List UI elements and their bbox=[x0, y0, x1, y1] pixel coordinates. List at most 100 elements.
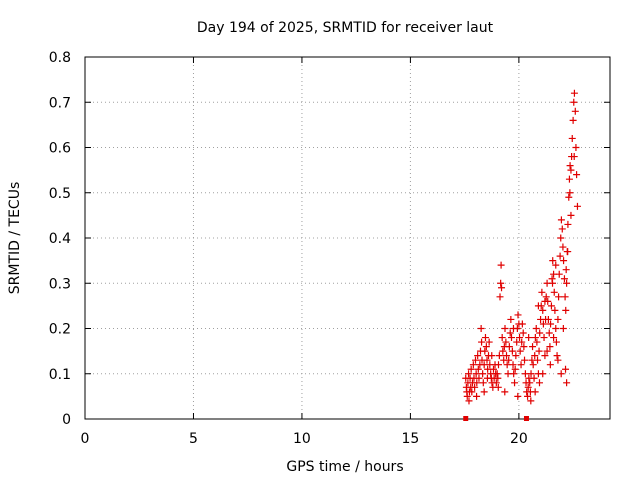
data-point bbox=[570, 98, 578, 106]
data-point bbox=[512, 352, 520, 360]
data-point bbox=[492, 379, 500, 387]
gap-marker bbox=[463, 416, 469, 421]
data-point bbox=[552, 261, 560, 269]
data-point bbox=[531, 352, 539, 360]
data-point bbox=[554, 356, 562, 364]
data-point bbox=[496, 293, 504, 301]
data-point bbox=[482, 343, 490, 351]
y-tick-label: 0.4 bbox=[49, 231, 71, 247]
data-point bbox=[539, 320, 547, 328]
data-point bbox=[553, 352, 561, 360]
data-point bbox=[478, 338, 486, 346]
data-point bbox=[509, 325, 517, 332]
x-axis-label: GPS time / hours bbox=[286, 459, 403, 475]
data-point bbox=[473, 379, 481, 387]
data-point bbox=[570, 153, 578, 161]
data-point bbox=[561, 293, 569, 301]
data-point bbox=[573, 171, 581, 179]
data-point bbox=[541, 297, 549, 305]
data-point bbox=[557, 234, 565, 242]
data-point bbox=[556, 252, 564, 260]
data-point bbox=[516, 347, 524, 355]
data-point bbox=[488, 352, 496, 360]
data-point bbox=[543, 347, 551, 355]
data-point bbox=[547, 302, 555, 310]
data-point bbox=[534, 356, 542, 364]
data-point bbox=[502, 338, 510, 346]
x-axis: 0 5 10 15 20 bbox=[81, 57, 528, 447]
data-point bbox=[555, 293, 563, 301]
data-point bbox=[469, 361, 477, 369]
data-point bbox=[505, 356, 513, 364]
data-point bbox=[516, 334, 524, 342]
data-point bbox=[572, 144, 580, 151]
data-point bbox=[518, 320, 526, 328]
data-point bbox=[507, 315, 515, 323]
data-point bbox=[564, 248, 572, 256]
x-tick-label: 15 bbox=[401, 431, 419, 447]
data-point bbox=[511, 379, 519, 387]
data-point bbox=[560, 275, 568, 283]
data-point bbox=[483, 374, 491, 382]
data-point bbox=[552, 325, 560, 332]
y-tick-label: 0.7 bbox=[49, 95, 71, 111]
data-point bbox=[508, 347, 516, 355]
data-point bbox=[503, 352, 511, 360]
data-point bbox=[475, 374, 483, 382]
data-point bbox=[564, 220, 572, 228]
data-point bbox=[531, 388, 539, 396]
data-point bbox=[527, 397, 535, 405]
y-axis: 0 0.1 0.2 0.3 0.4 0.5 0.6 0.7 0.8 bbox=[49, 50, 610, 428]
data-point bbox=[524, 392, 532, 400]
data-point bbox=[494, 374, 502, 382]
data-point bbox=[490, 365, 498, 373]
data-point bbox=[557, 216, 565, 224]
data-point bbox=[477, 325, 485, 332]
x-tick-label: 20 bbox=[510, 431, 528, 447]
data-point bbox=[547, 320, 555, 328]
data-point bbox=[463, 392, 471, 400]
data-point bbox=[529, 361, 537, 369]
data-point bbox=[530, 374, 538, 382]
data-point bbox=[498, 284, 506, 292]
data-point bbox=[479, 379, 487, 387]
data-point bbox=[535, 347, 543, 355]
data-point bbox=[519, 329, 527, 337]
data-point bbox=[483, 356, 491, 364]
data-point bbox=[540, 334, 548, 342]
data-point bbox=[539, 306, 547, 314]
data-point bbox=[498, 334, 506, 342]
data-point bbox=[517, 361, 525, 369]
data-point bbox=[494, 361, 502, 369]
data-point bbox=[497, 261, 505, 269]
y-tick-label: 0.8 bbox=[49, 50, 71, 66]
data-point bbox=[566, 162, 574, 170]
data-point bbox=[568, 134, 576, 142]
data-point bbox=[559, 243, 567, 251]
data-point bbox=[533, 338, 541, 346]
data-point bbox=[493, 370, 501, 378]
data-point bbox=[536, 329, 544, 337]
data-point bbox=[472, 370, 480, 378]
data-point bbox=[471, 383, 479, 391]
data-point bbox=[567, 211, 575, 219]
data-point bbox=[546, 361, 554, 369]
x-tick-label: 10 bbox=[293, 431, 311, 447]
data-point bbox=[569, 116, 577, 124]
data-point bbox=[563, 379, 571, 387]
data-point bbox=[551, 306, 559, 314]
data-point bbox=[554, 315, 562, 323]
data-point bbox=[501, 388, 509, 396]
data-point bbox=[520, 343, 528, 351]
data-point bbox=[525, 334, 533, 342]
data-point bbox=[550, 288, 558, 296]
data-point bbox=[563, 279, 571, 287]
data-point bbox=[541, 352, 549, 360]
y-tick-label: 0 bbox=[62, 412, 71, 428]
data-point bbox=[480, 388, 488, 396]
data-point bbox=[499, 347, 507, 355]
gap-marker bbox=[523, 416, 529, 421]
data-point bbox=[544, 315, 552, 323]
data-point bbox=[485, 338, 493, 346]
